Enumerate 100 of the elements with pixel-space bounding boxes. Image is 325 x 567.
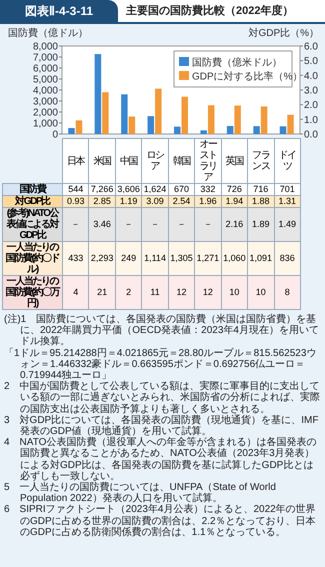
x-tick-label: 日本	[62, 138, 89, 184]
text: 3,606	[115, 184, 142, 196]
text: 4 NATO公表国防費（退役軍人への年金等が含まれる）は各国発表の国防費と異なることがあるため、NATO公表値（2023年3月発表）による対GDP比は、各国発表の国防費を基に試算したGDP比とは必ずしも一致しない。	[4, 437, 318, 482]
x-tick-label: オーストラリア	[194, 138, 222, 184]
text: 3 対GDP比については、各国発表の国防費（現地通貨）を基に、IMF発表のGDP値（現地通貨）を用いて試算。	[4, 414, 320, 438]
text: 1.96	[194, 196, 222, 208]
bar	[121, 94, 128, 134]
y-tick-label: 4,000	[32, 86, 58, 96]
text: 1.89	[248, 208, 274, 242]
bar	[76, 120, 82, 134]
text: 12	[168, 276, 195, 310]
text: (参考)NATO公表値による対GDP比	[2, 208, 62, 242]
text: 1.49	[274, 208, 300, 242]
y2-tick-label: 0.0	[304, 130, 318, 140]
text: 2,293	[88, 242, 116, 276]
text: 3.46	[88, 208, 116, 242]
text: 21	[88, 276, 116, 310]
text: 2	[115, 276, 142, 310]
bar	[155, 88, 162, 134]
text: 249	[115, 242, 142, 276]
text: 一人当たりの国防費(約〇万円)	[2, 276, 62, 310]
text: 1.19	[115, 196, 142, 208]
text: －	[62, 208, 89, 242]
x-tick-label: 米国	[88, 138, 116, 184]
y2-tick-label: 4.0	[304, 70, 318, 82]
text: 1,271	[194, 242, 222, 276]
text: 10	[248, 276, 274, 310]
y2-tick-label: 2.0	[304, 100, 318, 112]
text: 国防費	[2, 184, 62, 196]
x-tick-label: ドイツ	[274, 138, 300, 184]
y-tick-label: 7,000	[32, 52, 58, 64]
legend-label: 国防費（億米ドル）	[192, 56, 282, 68]
x-tick-label: ロシア	[142, 138, 168, 184]
bar	[182, 96, 188, 134]
text: 836	[274, 242, 300, 276]
text: 701	[274, 184, 300, 196]
text: －	[194, 208, 222, 242]
text: 726	[221, 184, 248, 196]
text: 1,305	[168, 242, 195, 276]
y2-tick-label: 6.0	[304, 42, 318, 52]
x-tick-label: 韓国	[168, 138, 195, 184]
chart-subtitle: 図表Ⅱ-4-3-11	[0, 0, 118, 22]
y2-axis-title: 対GDP比（%）	[248, 27, 319, 39]
text: 1,624	[142, 184, 168, 196]
y-tick-label: 5,000	[32, 74, 58, 86]
y2-tick-label: 1.0	[304, 114, 318, 126]
bar	[234, 106, 241, 134]
y-tick-label: 6,000	[32, 64, 58, 74]
text: 1.94	[221, 196, 248, 208]
text: (注)1 国防費については、各国発表の国防費（米国は国防省費）を基に、2022年購買力平価（OECD発表値：2023年4月現在）を用いてドル換算。	[4, 314, 320, 348]
y-axis-title: 国防費（億ドル）	[8, 27, 88, 39]
bar	[174, 126, 180, 134]
text: 12	[194, 276, 222, 310]
text: 11	[142, 276, 168, 310]
text: 1.31	[274, 196, 300, 208]
y-tick-label: 2,000	[32, 108, 58, 118]
text: 5 一人当たりの国防費については、UNFPA（State of World Population 2022）発表の人口を用いて試算。	[4, 482, 276, 504]
text: 544	[62, 184, 89, 196]
text: 4	[62, 276, 89, 310]
x-tick-label: 英国	[221, 138, 248, 184]
x-tick-label: 中国	[115, 138, 142, 184]
legend-label: GDPに対する比率（%）	[192, 70, 303, 82]
bar	[226, 126, 234, 134]
y2-tick-label: 3.0	[304, 86, 318, 96]
text: 対GDP比	[2, 196, 62, 208]
text: 2 中国が国防費として公表している額は、実際に軍事目的に支出している額の一部に過ぎないとみられ、米国防省の分析によれば、実際の国防支出は公表国防予算よりも著しく多いとされる。	[4, 381, 321, 415]
text: 2.54	[168, 196, 195, 208]
text: 1,114	[142, 242, 168, 276]
bar	[253, 126, 260, 134]
bar	[208, 105, 214, 134]
text: 10	[221, 276, 248, 310]
text: 1,060	[221, 242, 248, 276]
text: 433	[62, 242, 89, 276]
text: －	[142, 208, 168, 242]
text: 「1ドル＝95.214288円＝4.021865元＝28.80ルーブル＝815.562523ウォン＝1.446332豪ドル＝0.663595ポンド＝0.692756仏ユーロ＝0.719944独ユーロ」	[4, 348, 318, 382]
text: 1.88	[248, 196, 274, 208]
text: 一人当たりの国防費(約〇ドル)	[2, 242, 62, 276]
text: 716	[248, 184, 274, 196]
text: 7,266	[88, 184, 116, 196]
y2-tick-label: 5.0	[304, 56, 318, 68]
bar	[260, 106, 268, 134]
text: 6 SIPRIファクトシート（2023年4月公表）によると、2022年の世界のGDPに占める世界の国防費の割合は、2.2％となっており、日本のGDPに占める防衛関係費の割合は、1.1％となっている。	[4, 504, 317, 538]
y-tick-label: 3,000	[32, 96, 58, 108]
text: 2.16	[221, 208, 248, 242]
text: 0.93	[62, 196, 89, 208]
text: －	[168, 208, 195, 242]
bar	[287, 114, 294, 134]
text: 1,091	[248, 242, 274, 276]
x-tick-label: フランス	[248, 138, 274, 184]
text: 332	[194, 184, 222, 196]
text: －	[115, 208, 142, 242]
bar	[200, 130, 207, 134]
text: 2.85	[88, 196, 116, 208]
text: 8	[274, 276, 300, 310]
text: 670	[168, 184, 195, 196]
y-tick-label: 1,000	[32, 118, 58, 130]
text: 3.09	[142, 196, 168, 208]
y-tick-label: 0	[52, 130, 58, 140]
y-tick-label: 8,000	[32, 42, 58, 52]
chart-title: 主要国の国防費比較（2022年度）	[126, 4, 294, 19]
